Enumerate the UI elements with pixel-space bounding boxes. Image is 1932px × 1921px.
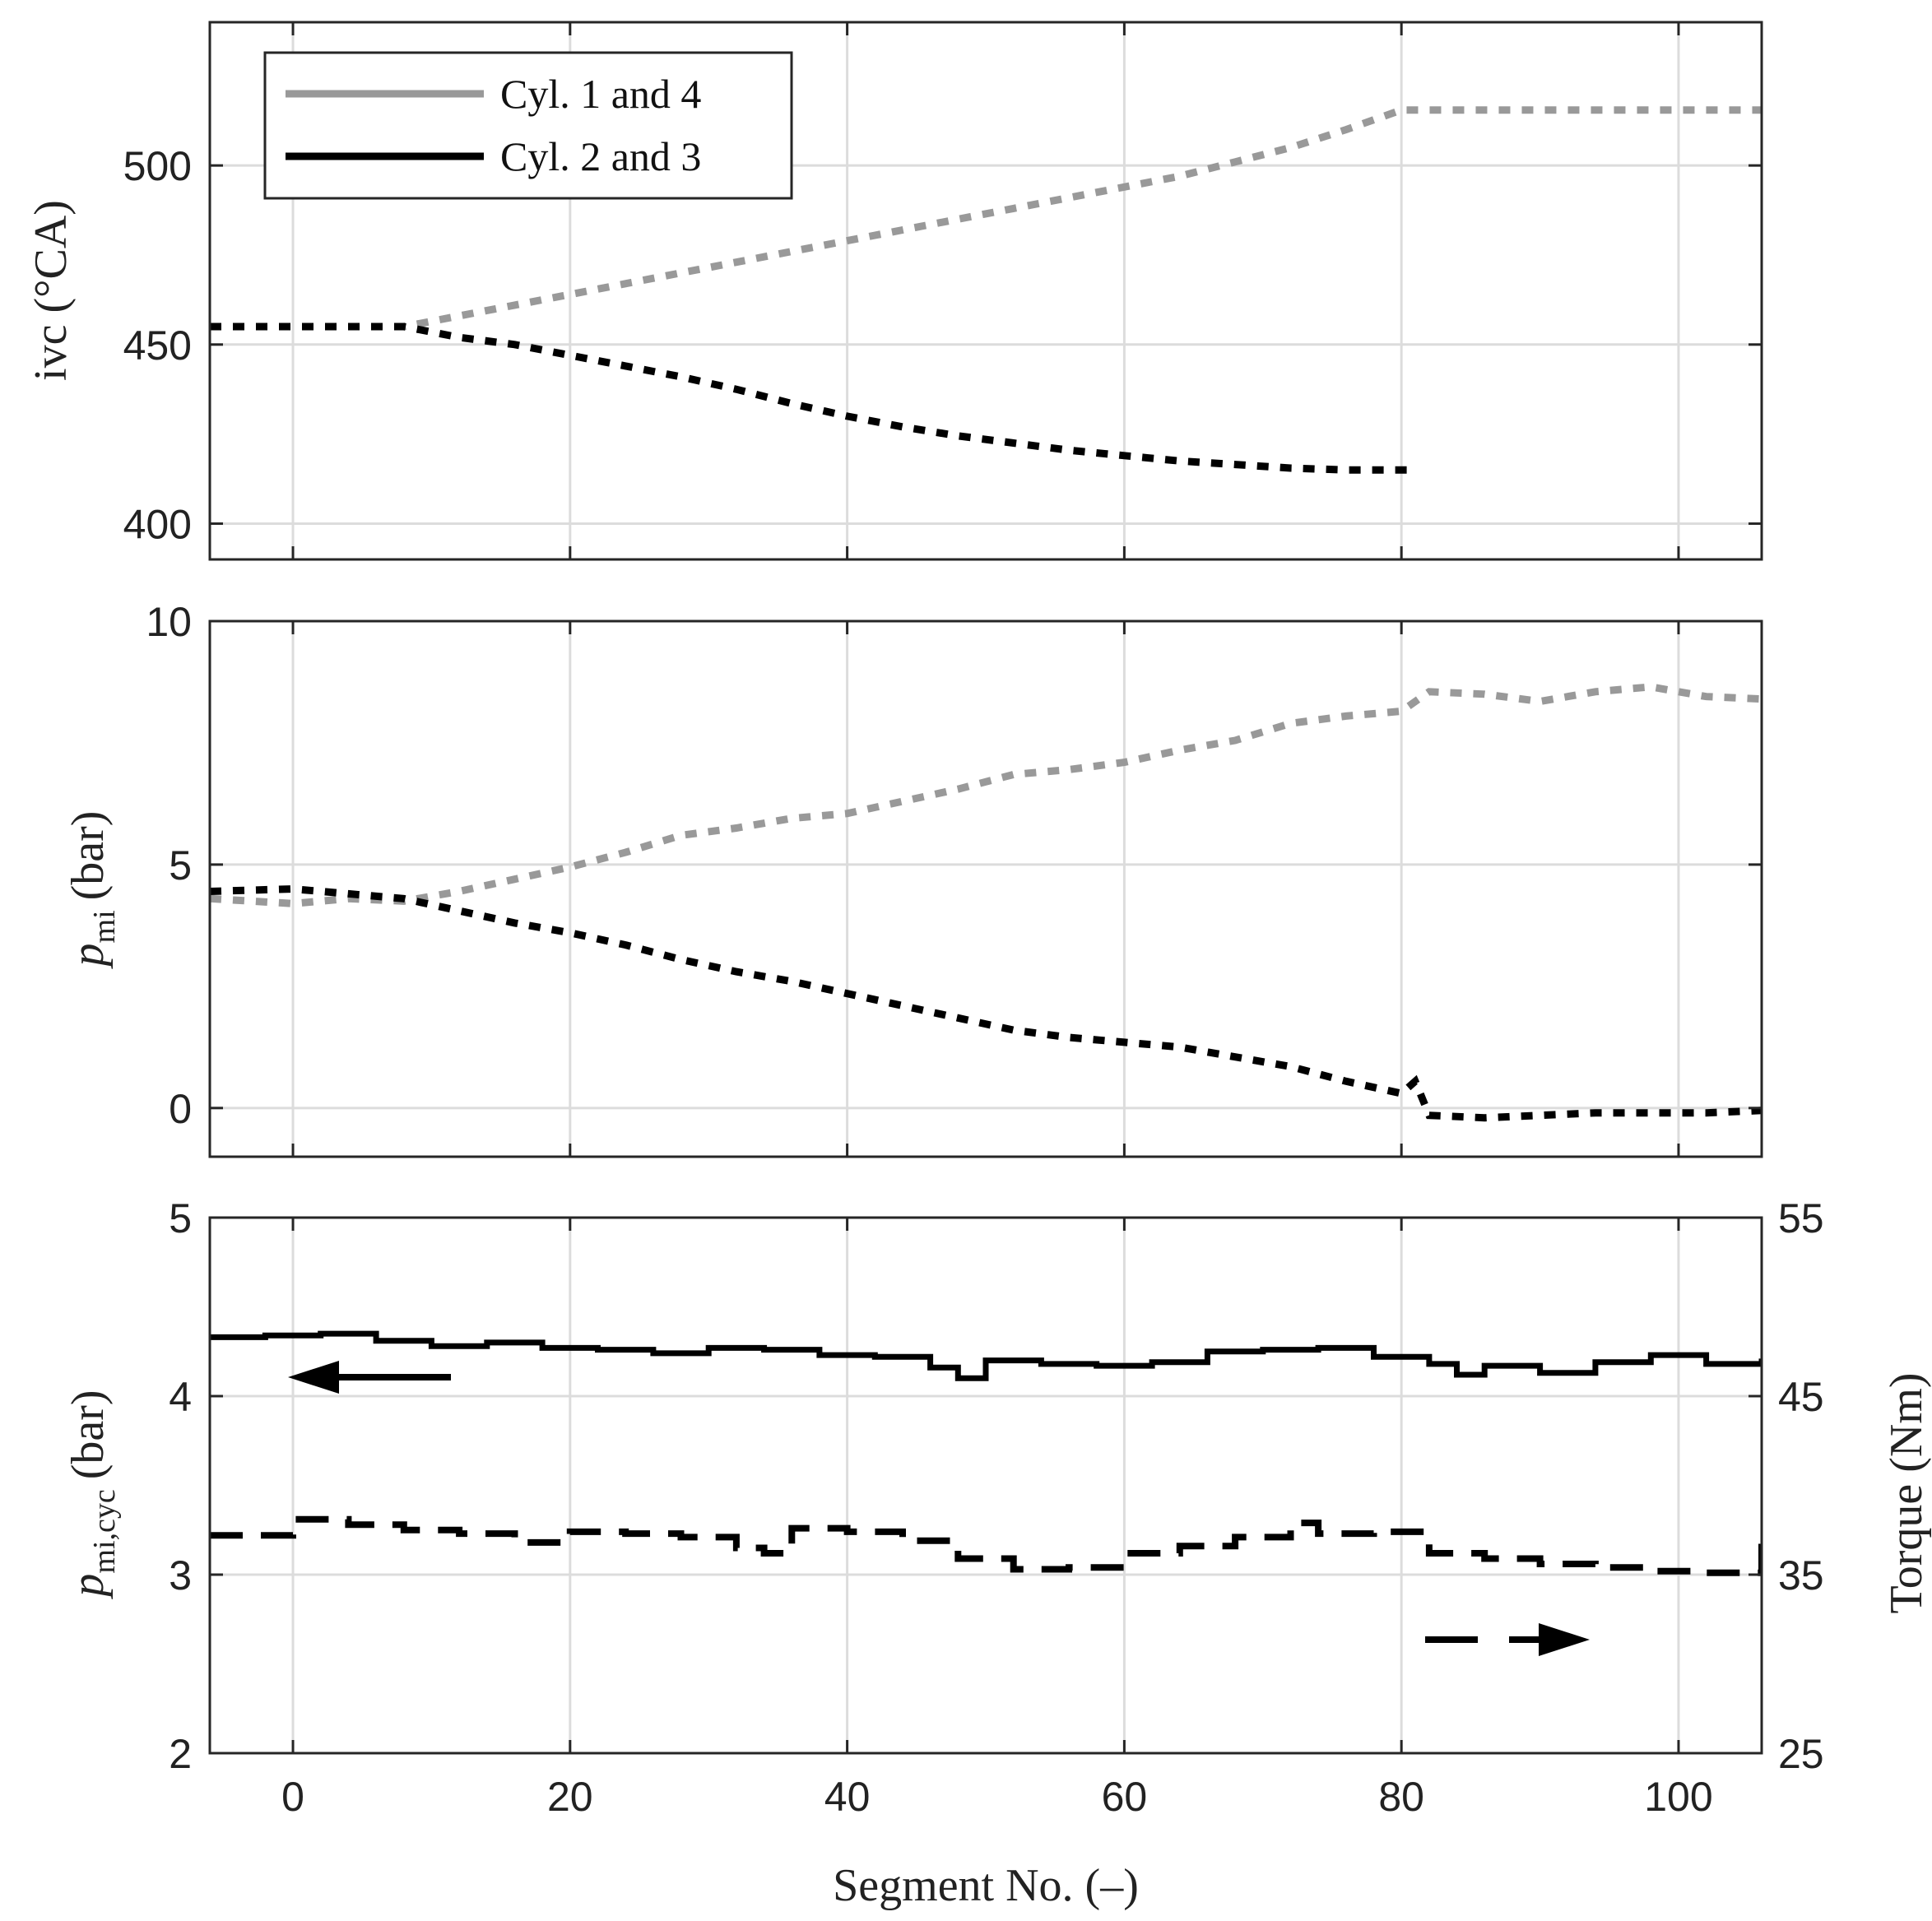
legend-box [263,51,793,200]
axes-frame-ivc [208,21,1763,561]
series-line-cyl-1-and-4 [210,683,1762,907]
ylabel-pmicyc-p: p [63,1574,114,1600]
ylabel-pmicyc: pmi,cyc (bar) [63,1390,122,1599]
legend-label-cyl14: Cyl. 1 and 4 [500,71,701,117]
panel-ivc: 400 450 500 ivc (°CA) [26,21,1763,561]
ytick-label-450: 450 [123,322,192,369]
y2label-torque: Torque (Nm) [1881,1372,1932,1613]
ylabel-pmicyc-unit: (bar) [63,1390,114,1479]
axes-frame-pmicyc [208,1216,1763,1755]
xtick-label-40: 40 [824,1774,871,1820]
ytick-label-5: 5 [169,1195,192,1241]
ylabel-pmi-p: p [63,943,114,969]
ytick-label-0: 0 [169,1086,192,1132]
plot-area-pmicyc [210,1330,1762,1576]
grid-pmicyc [210,1218,1762,1753]
series-line-cyl-1-and-4 [210,106,1762,331]
ylabel-pmi-sub: mi [87,910,122,943]
axes-frame-pmi [208,619,1763,1158]
legend-label-cyl23: Cyl. 2 and 3 [500,133,701,179]
ticks-pmi: 0 5 10 [146,599,1762,1157]
xtick-label-20: 20 [547,1774,593,1820]
plot-area-pmi [210,683,1762,1122]
ylabel-pmicyc-sub: mi,cyc [87,1489,122,1573]
xtick-label-60: 60 [1102,1774,1148,1820]
ytick-label-400: 400 [123,501,192,547]
xtick-label-80: 80 [1378,1774,1424,1820]
ytick-label-2: 2 [169,1731,192,1777]
series-line-cyl-2-and-3 [210,884,1762,1122]
legend: Cyl. 1 and 4 Cyl. 2 and 3 [263,51,793,200]
y2tick-label-25: 25 [1778,1731,1824,1777]
series-line-cyl-2-and-3 [210,322,1415,474]
series-line-p-mi-cyc [210,1330,1762,1381]
xtick-label-100: 100 [1644,1774,1712,1820]
ytick-label-10: 10 [146,599,192,645]
arrow-left-axis [288,1361,451,1394]
grid-pmi [210,621,1762,1157]
ytick-label-500: 500 [123,143,192,189]
y2tick-label-55: 55 [1778,1195,1824,1241]
ytick-label-5: 5 [169,842,192,889]
arrow-right-axis [1425,1623,1590,1656]
y2tick-label-45: 45 [1778,1374,1824,1420]
ytick-label-3: 3 [169,1552,192,1599]
ylabel-ivc: ivc (°CA) [26,200,77,381]
ylabel-pmi: pmi (bar) [63,811,122,970]
series-line-torque [210,1515,1762,1576]
plot-area-ivc [210,106,1762,474]
xtick-label-0: 0 [281,1774,304,1820]
ylabel-pmi-unit: (bar) [63,811,114,901]
y2tick-label-35: 35 [1778,1552,1824,1599]
panel-pmi: 0 5 10 pmi (bar) [63,599,1763,1158]
ytick-label-4: 4 [169,1374,192,1420]
xlabel-segment: Segment No. (–) [833,1860,1139,1911]
ticks-ivc: 400 450 500 [123,22,1762,559]
